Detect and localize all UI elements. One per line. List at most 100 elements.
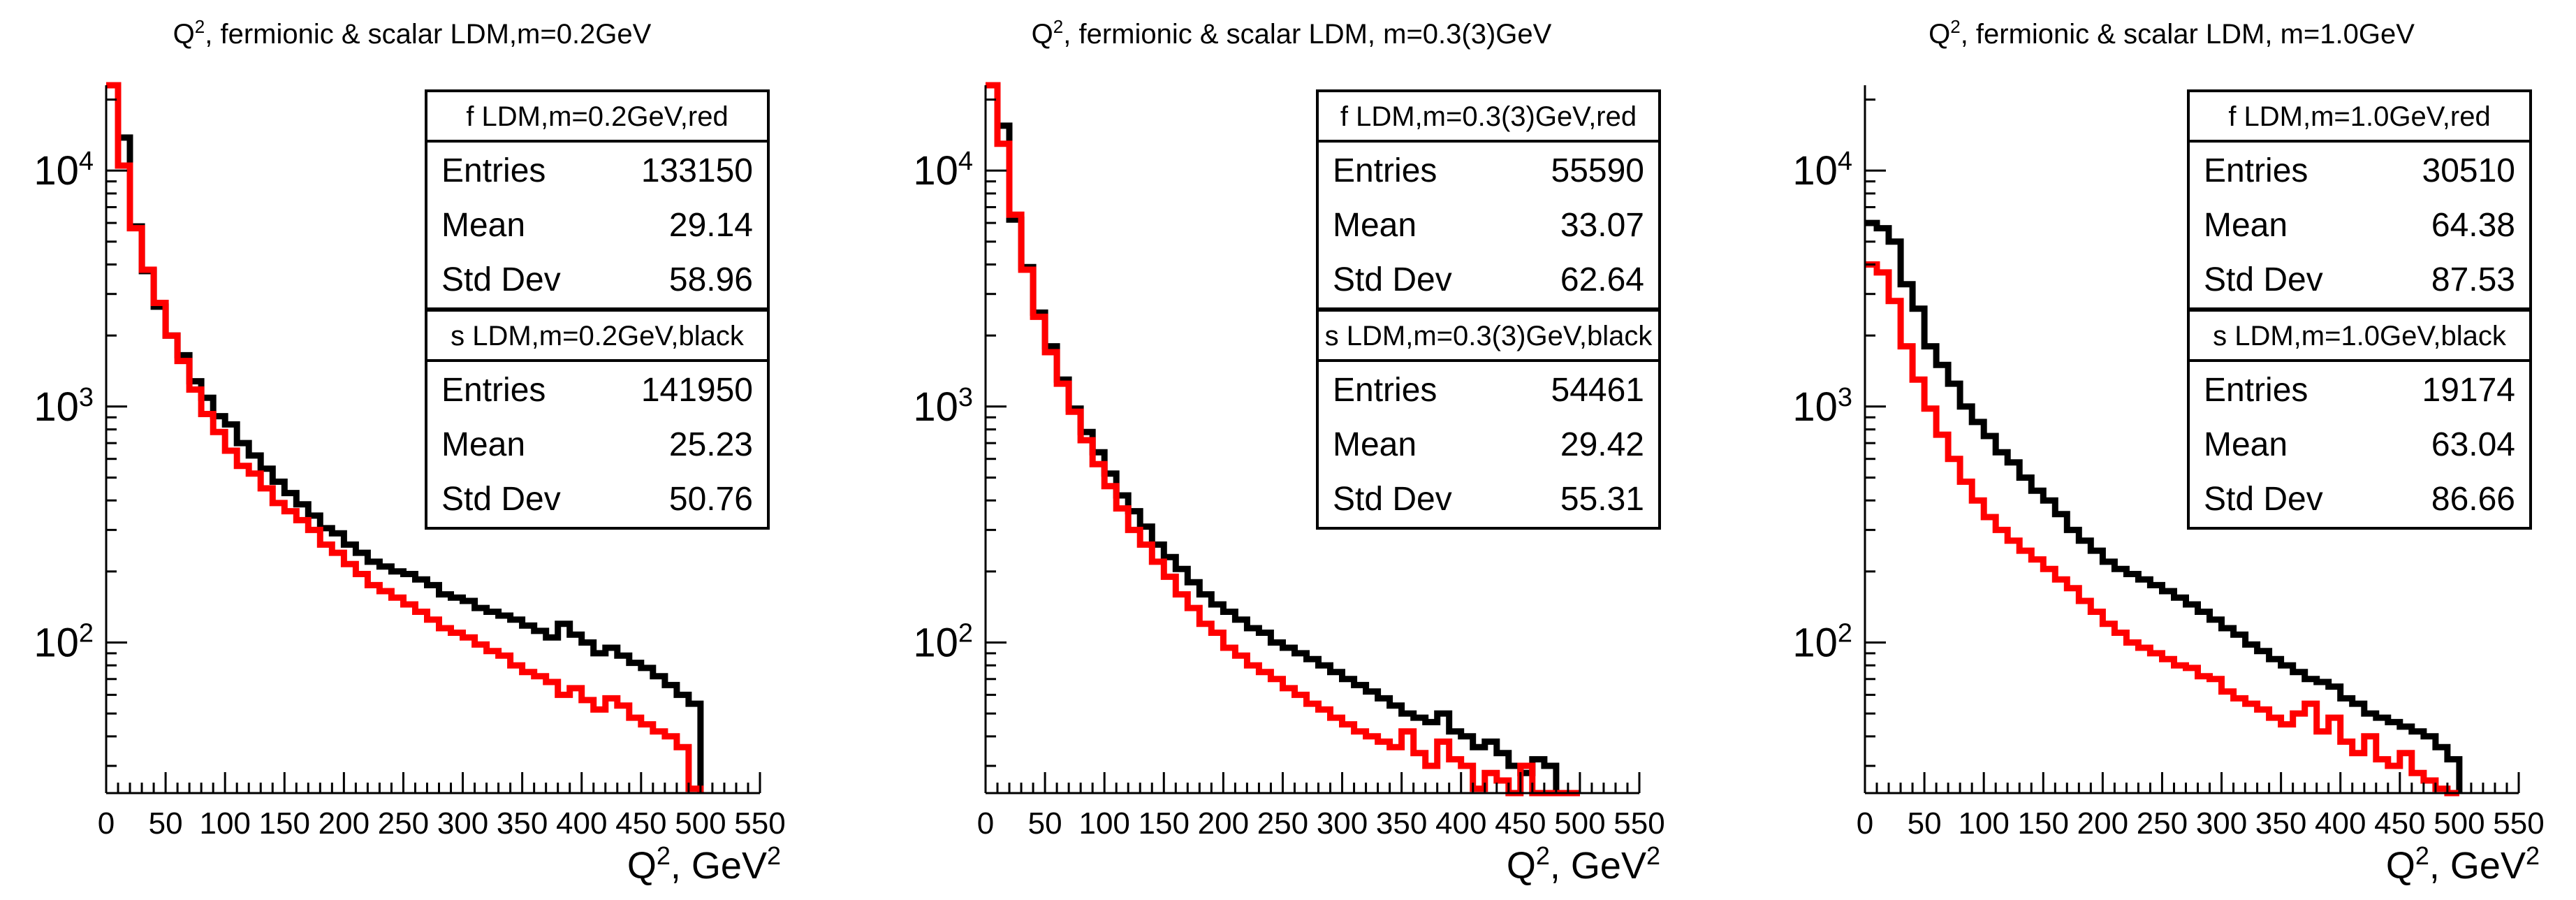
chart-svg: Q2, fermionic & scalar LDM,m=0.2GeV 0 50 10… [34, 16, 785, 887]
stat-box-body [1316, 359, 1661, 530]
stat-value: 63.04 [2431, 426, 2515, 463]
stat-header: f LDM,m=1.0GeV,red [2228, 101, 2490, 132]
stat-value: 141950 [641, 372, 753, 409]
x-tick-label: 550 [2493, 806, 2544, 841]
stat-header: s LDM,m=0.3(3)GeV,black [1325, 321, 1653, 351]
x-tick-label: 0 [977, 806, 994, 841]
histogram-panel-m02: Q2, fermionic & scalar LDM,m=0.2GeV 0 50 10… [0, 0, 858, 900]
stat-label: Std Dev [1333, 481, 1452, 518]
x-tick-label: 300 [1317, 806, 1368, 841]
stat-label: Std Dev [2204, 261, 2323, 298]
x-tick-label: 300 [2196, 806, 2247, 841]
stat-label: Entries [441, 152, 546, 189]
stat-label: Entries [2204, 372, 2308, 409]
x-tick-label: 350 [497, 806, 548, 841]
stat-box-header [2187, 309, 2532, 362]
x-tick-label: 150 [259, 806, 310, 841]
histogram-red [106, 82, 704, 793]
x-tick-label: 550 [1613, 806, 1664, 841]
stat-value: 55.31 [1560, 481, 1644, 518]
stat-label: Entries [1333, 152, 1437, 189]
x-tick-label: 500 [1554, 806, 1605, 841]
stat-value: 62.64 [1560, 261, 1644, 298]
stat-value: 54461 [1551, 372, 1644, 409]
x-tick-label: 500 [675, 806, 726, 841]
stat-value: 30510 [2422, 152, 2515, 189]
stat-box-body [425, 140, 770, 310]
x-tick-label: 150 [1139, 806, 1190, 841]
x-tick-label: 150 [2018, 806, 2069, 841]
histogram-red [986, 82, 1580, 797]
stat-label: Entries [1333, 372, 1437, 409]
x-tick-label: 100 [199, 806, 250, 841]
stat-value: 33.07 [1560, 207, 1644, 244]
chart-title: Q2, fermionic & scalar LDM, m=0.3(3)GeV [1032, 16, 1552, 50]
y-tick-label: 104 [1792, 147, 1852, 194]
stat-box-header [2187, 89, 2532, 143]
stat-header: s LDM,m=1.0GeV,black [2213, 321, 2507, 351]
x-axis-label: Q2, GeV2 [627, 841, 781, 887]
stat-value: 25.23 [669, 426, 753, 463]
x-tick-label: 250 [378, 806, 429, 841]
y-tick-label: 102 [913, 618, 973, 665]
stat-label: Mean [2204, 207, 2288, 244]
stat-label: Entries [2204, 152, 2308, 189]
stat-label: Mean [1333, 426, 1417, 463]
stat-box-body [2187, 359, 2532, 530]
x-tick-label: 100 [1958, 806, 2009, 841]
x-tick-label: 300 [437, 806, 488, 841]
x-tick-label: 200 [2077, 806, 2128, 841]
stat-value: 87.53 [2431, 261, 2515, 298]
x-tick-label: 350 [1376, 806, 1427, 841]
stat-value: 55590 [1551, 152, 1644, 189]
y-tick-label: 103 [34, 383, 94, 430]
stat-box-header [1316, 309, 1661, 362]
stat-label: Std Dev [441, 481, 561, 518]
stat-value: 29.14 [669, 207, 753, 244]
histogram-panel-m10: Q2, fermionic & scalar LDM, m=1.0GeV 0 50 1… [1717, 0, 2575, 900]
x-tick-label: 400 [556, 806, 607, 841]
stat-value: 64.38 [2431, 207, 2515, 244]
x-axis-label: Q2, GeV2 [2386, 841, 2540, 887]
stat-header: f LDM,m=0.2GeV,red [466, 101, 728, 132]
x-tick-label: 400 [1435, 806, 1486, 841]
x-tick-label: 50 [149, 806, 183, 841]
chart-title: Q2, fermionic & scalar LDM,m=0.2GeV [173, 16, 652, 50]
stat-header: s LDM,m=0.2GeV,black [451, 321, 745, 351]
stat-header: f LDM,m=0.3(3)GeV,red [1340, 101, 1637, 132]
y-tick-label: 104 [913, 147, 973, 194]
y-tick-label: 102 [34, 618, 94, 665]
stat-box-body [425, 359, 770, 530]
stat-label: Std Dev [2204, 481, 2323, 518]
histogram-panel-m033: Q2, fermionic & scalar LDM, m=0.3(3)GeV 0… [858, 0, 1717, 900]
x-axis-label: Q2, GeV2 [1507, 841, 1660, 887]
stat-value: 133150 [641, 152, 753, 189]
stat-box-header [425, 309, 770, 362]
histogram-black [106, 82, 704, 793]
stat-value: 86.66 [2431, 481, 2515, 518]
x-tick-label: 200 [319, 806, 369, 841]
stat-label: Entries [441, 372, 546, 409]
x-tick-label: 100 [1078, 806, 1129, 841]
x-tick-label: 400 [2315, 806, 2366, 841]
x-tick-label: 50 [1028, 806, 1062, 841]
x-tick-label: 0 [98, 806, 115, 841]
chart-title: Q2, fermionic & scalar LDM, m=1.0GeV [1929, 16, 2415, 50]
histogram-black [986, 82, 1580, 797]
chart-svg: Q2, fermionic & scalar LDM, m=1.0GeV 0 50 1… [1792, 16, 2544, 887]
x-tick-label: 0 [1857, 806, 1873, 841]
x-tick-label: 450 [2374, 806, 2425, 841]
stat-value: 29.42 [1560, 426, 1644, 463]
stat-label: Std Dev [441, 261, 561, 298]
stat-label: Mean [1333, 207, 1417, 244]
stat-value: 58.96 [669, 261, 753, 298]
stat-label: Std Dev [1333, 261, 1452, 298]
stat-label: Mean [2204, 426, 2288, 463]
y-tick-label: 103 [913, 383, 973, 430]
x-tick-label: 50 [1908, 806, 1942, 841]
y-tick-label: 104 [34, 147, 94, 194]
y-tick-label: 102 [1792, 618, 1852, 665]
stat-label: Mean [441, 207, 525, 244]
x-tick-label: 250 [2137, 806, 2188, 841]
x-tick-label: 450 [615, 806, 666, 841]
